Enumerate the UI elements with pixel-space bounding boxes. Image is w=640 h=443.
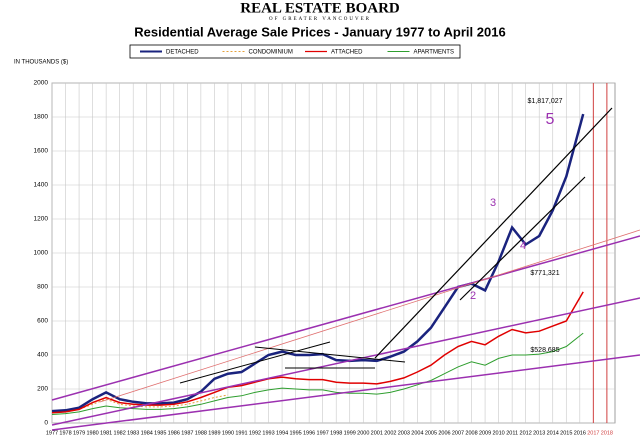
x-tick-label: 2000 [357, 430, 369, 436]
x-tick-label: 1984 [141, 430, 153, 436]
x-tick-label: 1989 [208, 430, 220, 436]
x-tick-label: 2017 [587, 430, 599, 436]
logo: REAL ESTATE BOARD [240, 0, 400, 16]
x-tick-label: 1988 [195, 430, 207, 436]
y-tick-label: 1600 [34, 148, 49, 155]
x-tick-label: 1983 [127, 430, 139, 436]
annotation: 2 [470, 290, 476, 302]
x-tick-label: 2003 [398, 430, 410, 436]
x-tick-label: 1986 [168, 430, 180, 436]
y-tick-label: 1800 [34, 114, 49, 121]
x-tick-label: 1982 [114, 430, 126, 436]
y-tick-label: 400 [37, 352, 48, 359]
annotation: $528,685 [530, 347, 559, 354]
legend-label: CONDOMINIUM [249, 50, 293, 56]
x-tick-label: 1999 [344, 430, 356, 436]
x-tick-label: 2015 [560, 430, 572, 436]
annotation: 3 [490, 197, 496, 209]
x-tick-label: 2018 [601, 430, 613, 436]
x-tick-label: 1992 [249, 430, 261, 436]
x-tick-label: 1990 [222, 430, 234, 436]
x-tick-label: 1997 [317, 430, 329, 436]
x-tick-label: 2016 [574, 430, 586, 436]
x-tick-label: 2002 [384, 430, 396, 436]
x-tick-label: 2008 [465, 430, 477, 436]
series-line [51, 113, 585, 413]
y-tick-label: 600 [37, 318, 48, 325]
x-tick-label: 1993 [262, 430, 274, 436]
legend-label: APARTMENTS [414, 50, 454, 56]
x-tick-label: 1995 [289, 430, 301, 436]
x-tick-label: 1996 [303, 430, 315, 436]
legend-label: ATTACHED [331, 50, 363, 56]
x-tick-label: 1998 [330, 430, 342, 436]
x-tick-label: 1987 [181, 430, 193, 436]
x-tick-label: 1980 [86, 430, 98, 436]
x-tick-label: 2009 [479, 430, 491, 436]
trend-lines [51, 107, 640, 431]
x-tick-label: 2004 [411, 430, 423, 436]
logo-sub: OF GREATER VANCOUVER [269, 17, 371, 22]
annotation: 5 [546, 111, 555, 128]
series-line [51, 332, 584, 415]
y-tick-label: 1000 [34, 250, 49, 257]
x-tick-label: 2012 [520, 430, 532, 436]
annotation: 4 [520, 240, 526, 252]
legend-box [129, 44, 461, 59]
x-tick-label: 2006 [438, 430, 450, 436]
y-tick-label: 800 [37, 284, 48, 291]
x-tick-label: 1979 [73, 430, 85, 436]
y-tick-label: 1200 [34, 216, 49, 223]
x-tick-label: 2013 [533, 430, 545, 436]
x-tick-label: 1994 [276, 430, 288, 436]
x-tick-label: 2010 [492, 430, 504, 436]
x-tick-label: 1981 [100, 430, 112, 436]
annotation: $771,321 [530, 270, 559, 277]
chart-title: Residential Average Sale Prices - Januar… [134, 24, 505, 39]
y-tick-label: 0 [44, 420, 48, 427]
annotation: $1,817,027 [527, 98, 562, 105]
legend-label: DETACHED [166, 50, 199, 56]
x-tick-label: 2011 [506, 430, 518, 436]
x-tick-label: 1985 [154, 430, 166, 436]
x-tick-label: 2005 [425, 430, 437, 436]
y-axis-label: IN THOUSANDS ($) [14, 60, 68, 66]
y-tick-label: 2000 [34, 80, 49, 87]
x-tick-label: 2014 [547, 430, 559, 436]
x-tick-label: 2007 [452, 430, 464, 436]
y-tick-label: 200 [37, 386, 48, 393]
y-tick-label: 1400 [34, 182, 49, 189]
x-tick-label: 1977 [46, 430, 58, 436]
series-line [51, 291, 584, 414]
x-tick-label: 1991 [235, 430, 247, 436]
x-tick-label: 2001 [371, 430, 383, 436]
x-tick-label: 1978 [59, 430, 71, 436]
